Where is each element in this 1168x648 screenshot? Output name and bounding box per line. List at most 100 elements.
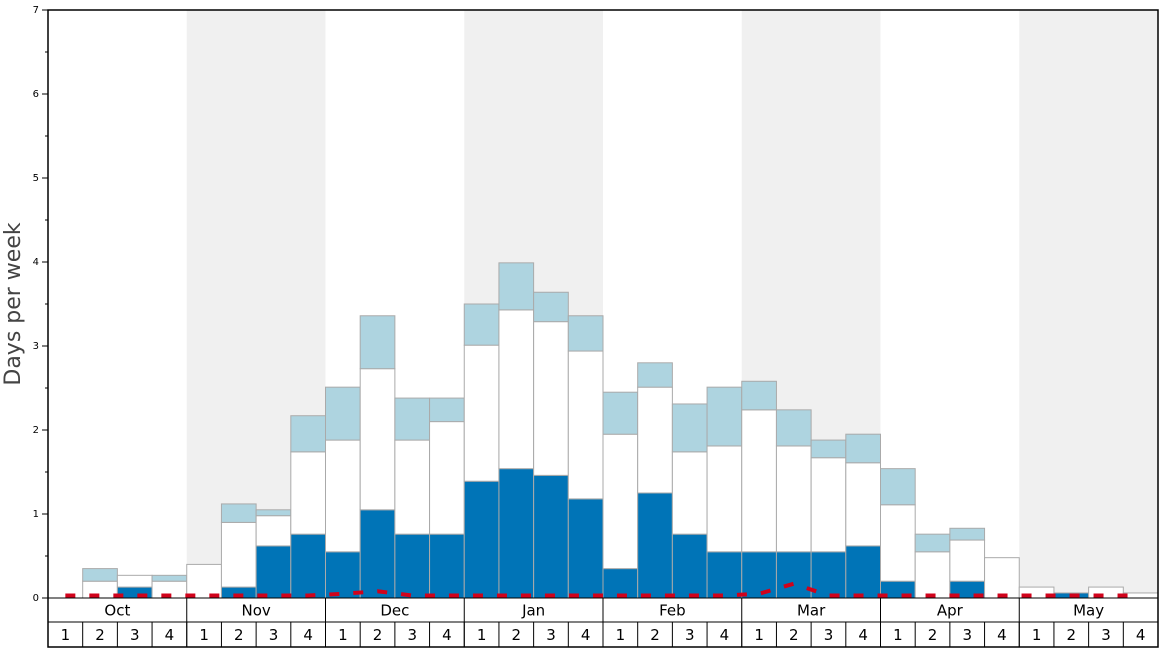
bar-segment (429, 421, 465, 535)
bar-segment (359, 368, 396, 511)
week-label: 2 (512, 626, 522, 644)
bar-segment (394, 439, 431, 535)
bar-segment (914, 533, 951, 553)
bar-segment (602, 391, 639, 435)
y-tick-label: 3 (33, 341, 39, 352)
bar-segment (880, 468, 916, 506)
month-label: Oct (104, 602, 130, 620)
bar-segment (186, 563, 222, 599)
y-tick-label: 6 (33, 89, 39, 100)
bar-segment (671, 451, 708, 535)
month-label: May (1073, 602, 1104, 620)
week-label: 1 (338, 626, 348, 644)
bar-segment (533, 321, 569, 476)
week-label: 4 (720, 626, 730, 644)
week-label: 2 (95, 626, 105, 644)
bar-segment (914, 551, 951, 599)
bar-segment (220, 503, 257, 523)
week-label: 2 (234, 626, 244, 644)
bar-segment (671, 403, 708, 453)
bar-segment (949, 527, 986, 541)
bar-segment (567, 350, 604, 500)
week-label: 4 (581, 626, 591, 644)
bar-segment (255, 509, 292, 517)
week-label: 4 (442, 626, 452, 644)
bar-segment (741, 380, 777, 411)
month-label: Jan (521, 602, 545, 620)
bar-segment (949, 539, 986, 582)
bar-segment (220, 521, 257, 588)
bar-segment (463, 344, 500, 482)
bar-segment (637, 386, 673, 494)
bar-segment (984, 557, 1020, 599)
week-label: 2 (789, 626, 799, 644)
bar-segment (82, 568, 118, 582)
y-tick-label: 2 (33, 425, 39, 436)
week-label: 1 (616, 626, 626, 644)
bar-segment (82, 580, 118, 599)
bar-segment (1122, 592, 1159, 599)
week-label: 3 (269, 626, 279, 644)
week-label: 3 (407, 626, 417, 644)
bar-segment (325, 386, 361, 441)
bar-segment (706, 551, 743, 599)
week-label: 3 (685, 626, 695, 644)
y-tick-label: 4 (33, 257, 39, 268)
bar-segment (498, 468, 535, 599)
bar-segment (741, 409, 777, 553)
bar-segment (775, 551, 812, 599)
bar-segment (325, 551, 361, 599)
week-label: 2 (1067, 626, 1077, 644)
bar-segment (671, 533, 708, 599)
bar-segment (151, 574, 188, 582)
month-label: Feb (659, 602, 686, 620)
week-label: 1 (893, 626, 903, 644)
week-label: 3 (824, 626, 834, 644)
bar-segment (880, 504, 916, 582)
bar-segment (255, 545, 292, 599)
bar-segment (498, 309, 535, 470)
month-label: Nov (241, 602, 270, 620)
week-label: 4 (997, 626, 1007, 644)
month-label: Apr (937, 602, 964, 620)
bar-segment (394, 533, 431, 599)
bar-segment (637, 492, 673, 599)
week-label: 3 (546, 626, 556, 644)
week-label: 2 (373, 626, 383, 644)
bar-segment (706, 445, 743, 553)
bar-segment (775, 445, 812, 553)
bar-segment (290, 533, 326, 599)
bar-segment (533, 474, 569, 599)
bar-segment (394, 397, 431, 441)
week-label: 3 (1101, 626, 1111, 644)
y-axis-label: Days per week (1, 222, 26, 385)
bar-segment (533, 291, 569, 323)
week-label: 1 (477, 626, 487, 644)
month-label: Dec (380, 602, 409, 620)
bar-segment (706, 386, 743, 447)
bar-segment (810, 551, 847, 599)
bar-segment (845, 462, 881, 547)
bar-segment (602, 433, 639, 570)
week-label: 3 (962, 626, 972, 644)
bar-segment (116, 574, 153, 588)
bar-segment (567, 315, 604, 352)
bar-segment (741, 551, 777, 599)
week-label: 1 (1032, 626, 1042, 644)
y-tick-label: 7 (33, 5, 39, 16)
week-label: 3 (130, 626, 140, 644)
bar-segment (845, 545, 881, 599)
bar-segment (498, 262, 535, 311)
y-tick-label: 1 (33, 509, 39, 520)
bar-segment (325, 439, 361, 553)
week-label: 4 (858, 626, 868, 644)
bar-segment (359, 315, 396, 370)
week-label: 4 (303, 626, 313, 644)
bar-segment (463, 303, 500, 346)
week-label: 2 (650, 626, 660, 644)
bar-segment (359, 509, 396, 599)
bar-segment (429, 533, 465, 599)
bar-segment (463, 480, 500, 599)
week-label: 4 (1136, 626, 1146, 644)
